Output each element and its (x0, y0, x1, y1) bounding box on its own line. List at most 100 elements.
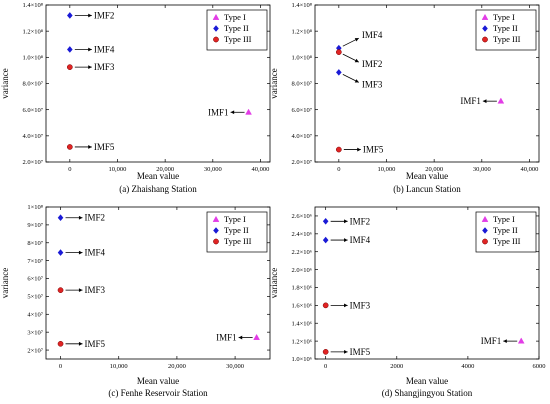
data-point-label: IMF1 (208, 107, 229, 117)
data-point-imf5: IMF5 (322, 347, 371, 357)
x-tick-label: 0 (59, 363, 62, 370)
x-tick-label: 0 (68, 166, 71, 173)
legend-marker (481, 13, 489, 20)
x-tick-label: 10,000 (110, 363, 128, 370)
chart-panel-2: 2.0×10⁷ 4.0×10⁷ 6.0×10⁷ 8.0×10⁷ 1.0×10⁸ 1.2×1… (269, 2, 540, 194)
legend-entry: Type III (224, 34, 252, 44)
y-axis-label: variance (0, 68, 10, 98)
plot-frame (314, 206, 540, 360)
data-point-marker (57, 214, 64, 222)
data-point-label: IMF2 (350, 216, 371, 226)
x-tick-label: 4000 (461, 363, 474, 370)
y-tick-label: 1.4×10⁸ (22, 2, 43, 9)
y-tick-label: 4.0×10⁷ (22, 133, 43, 140)
legend-marker (212, 13, 220, 20)
data-point-marker (67, 12, 73, 19)
legend-entry: Type II (224, 23, 249, 33)
y-tick-label: 4.0×10⁷ (291, 133, 312, 140)
y-tick-label: 1.0×10⁶ (291, 356, 312, 363)
y-tick-label: 1.4×10⁸ (291, 2, 312, 9)
x-axis-label: Mean value (406, 171, 448, 181)
y-tick-label: 1.6×10⁶ (291, 303, 312, 310)
y-tick-label: 2.0×10⁷ (291, 159, 312, 166)
data-point-label: IMF1 (460, 96, 481, 106)
legend-entry: Type III (493, 236, 521, 246)
data-point-marker (322, 348, 329, 355)
y-tick-label: 8.0×10⁷ (291, 81, 312, 88)
x-axis-label: Mean value (406, 376, 448, 386)
pointer-arrow-head (230, 110, 235, 115)
y-tick-label: 8×10⁷ (27, 240, 43, 247)
y-tick-label: 6×10⁷ (27, 276, 43, 283)
y-tick-label: 2.2×10⁶ (291, 249, 312, 256)
pointer-arrow-head (354, 58, 359, 63)
x-tick-label: 6000 (533, 363, 546, 370)
legend-marker (213, 36, 219, 43)
data-point-imf1: IMF1 (216, 333, 260, 343)
data-point-label: IMF5 (350, 347, 371, 357)
data-point-imf1: IMF1 (481, 336, 525, 346)
data-point-marker (57, 287, 64, 294)
pointer-arrow-head (78, 341, 83, 346)
pointer-arrow-head (88, 145, 92, 149)
pointer-arrow-head (357, 147, 361, 152)
pointer-arrow-head (88, 13, 92, 18)
data-point-marker (517, 337, 525, 344)
x-tick-label: 20,000 (156, 166, 174, 173)
legend-entry: Type I (224, 214, 246, 224)
legend-marker (482, 36, 488, 43)
data-point-label: IMF4 (94, 44, 115, 54)
y-axis-label: variance (269, 68, 279, 98)
y-tick-label: 1.0×10⁸ (22, 55, 43, 62)
data-point-label: IMF5 (94, 142, 115, 152)
data-point-marker (497, 97, 505, 104)
x-tick-label: 40,000 (521, 166, 539, 173)
x-tick-label: 10,000 (109, 166, 127, 173)
legend-marker (482, 238, 488, 245)
data-point-imf1: IMF1 (208, 107, 252, 117)
data-point-imf3: IMF3 (66, 62, 115, 72)
data-point-label: IMF5 (363, 145, 384, 155)
data-point-label: IMF3 (362, 79, 383, 89)
data-point-imf5: IMF5 (335, 145, 384, 155)
data-point-marker (66, 64, 73, 70)
data-point-label: IMF5 (85, 339, 106, 349)
panel-caption: (c) Fenhe Reservoir Station (108, 388, 208, 398)
y-tick-label: 6.0×10⁷ (291, 107, 312, 114)
pointer-arrow-head (482, 99, 487, 104)
data-point-label: IMF2 (85, 213, 106, 223)
panel-caption: (b) Lancun Station (393, 184, 461, 194)
chart-panel-4: 1.0×10⁶ 1.2×10⁶ 1.4×10⁶ 1.6×10⁶ 1.8×10⁶ 2.0×1… (269, 206, 546, 398)
pointer-arrow-head (354, 79, 359, 83)
data-point-marker (57, 249, 64, 256)
legend-entry: Type II (493, 225, 518, 235)
chart-panel-1: 2.0×10⁷ 4.0×10⁷ 6.0×10⁷ 8.0×10⁷ 1.0×10⁸ 1.2×1… (0, 2, 271, 194)
data-point-marker (336, 69, 342, 76)
panel-caption: (d) Shangjingyou Station (382, 388, 473, 398)
legend-entry: Type II (224, 225, 249, 235)
data-point-imf4: IMF4 (57, 248, 106, 258)
y-tick-label: 1.8×10⁶ (291, 285, 312, 292)
data-point-label: IMF4 (362, 30, 383, 40)
legend-marker (482, 25, 488, 32)
legend-marker (213, 227, 219, 234)
pointer-arrow-head (344, 238, 348, 242)
data-point-marker (322, 236, 329, 244)
pointer-arrow-head (88, 47, 92, 52)
pointer-arrow-head (78, 250, 83, 255)
data-point-imf2: IMF2 (322, 216, 371, 226)
legend-marker (213, 238, 219, 245)
y-tick-label: 3×10⁷ (27, 329, 43, 336)
data-point-marker (335, 49, 342, 55)
data-point-imf2: IMF2 (335, 49, 382, 69)
data-point-marker (335, 146, 342, 153)
x-tick-label: 0 (324, 363, 327, 370)
legend-entry: Type I (493, 12, 515, 22)
pointer-arrow-head (238, 335, 243, 340)
y-tick-label: 2.4×10⁶ (291, 231, 312, 238)
legend-entry: Type III (493, 34, 521, 44)
x-tick-label: 40,000 (252, 166, 270, 173)
y-tick-label: 1.2×10⁸ (291, 28, 312, 35)
